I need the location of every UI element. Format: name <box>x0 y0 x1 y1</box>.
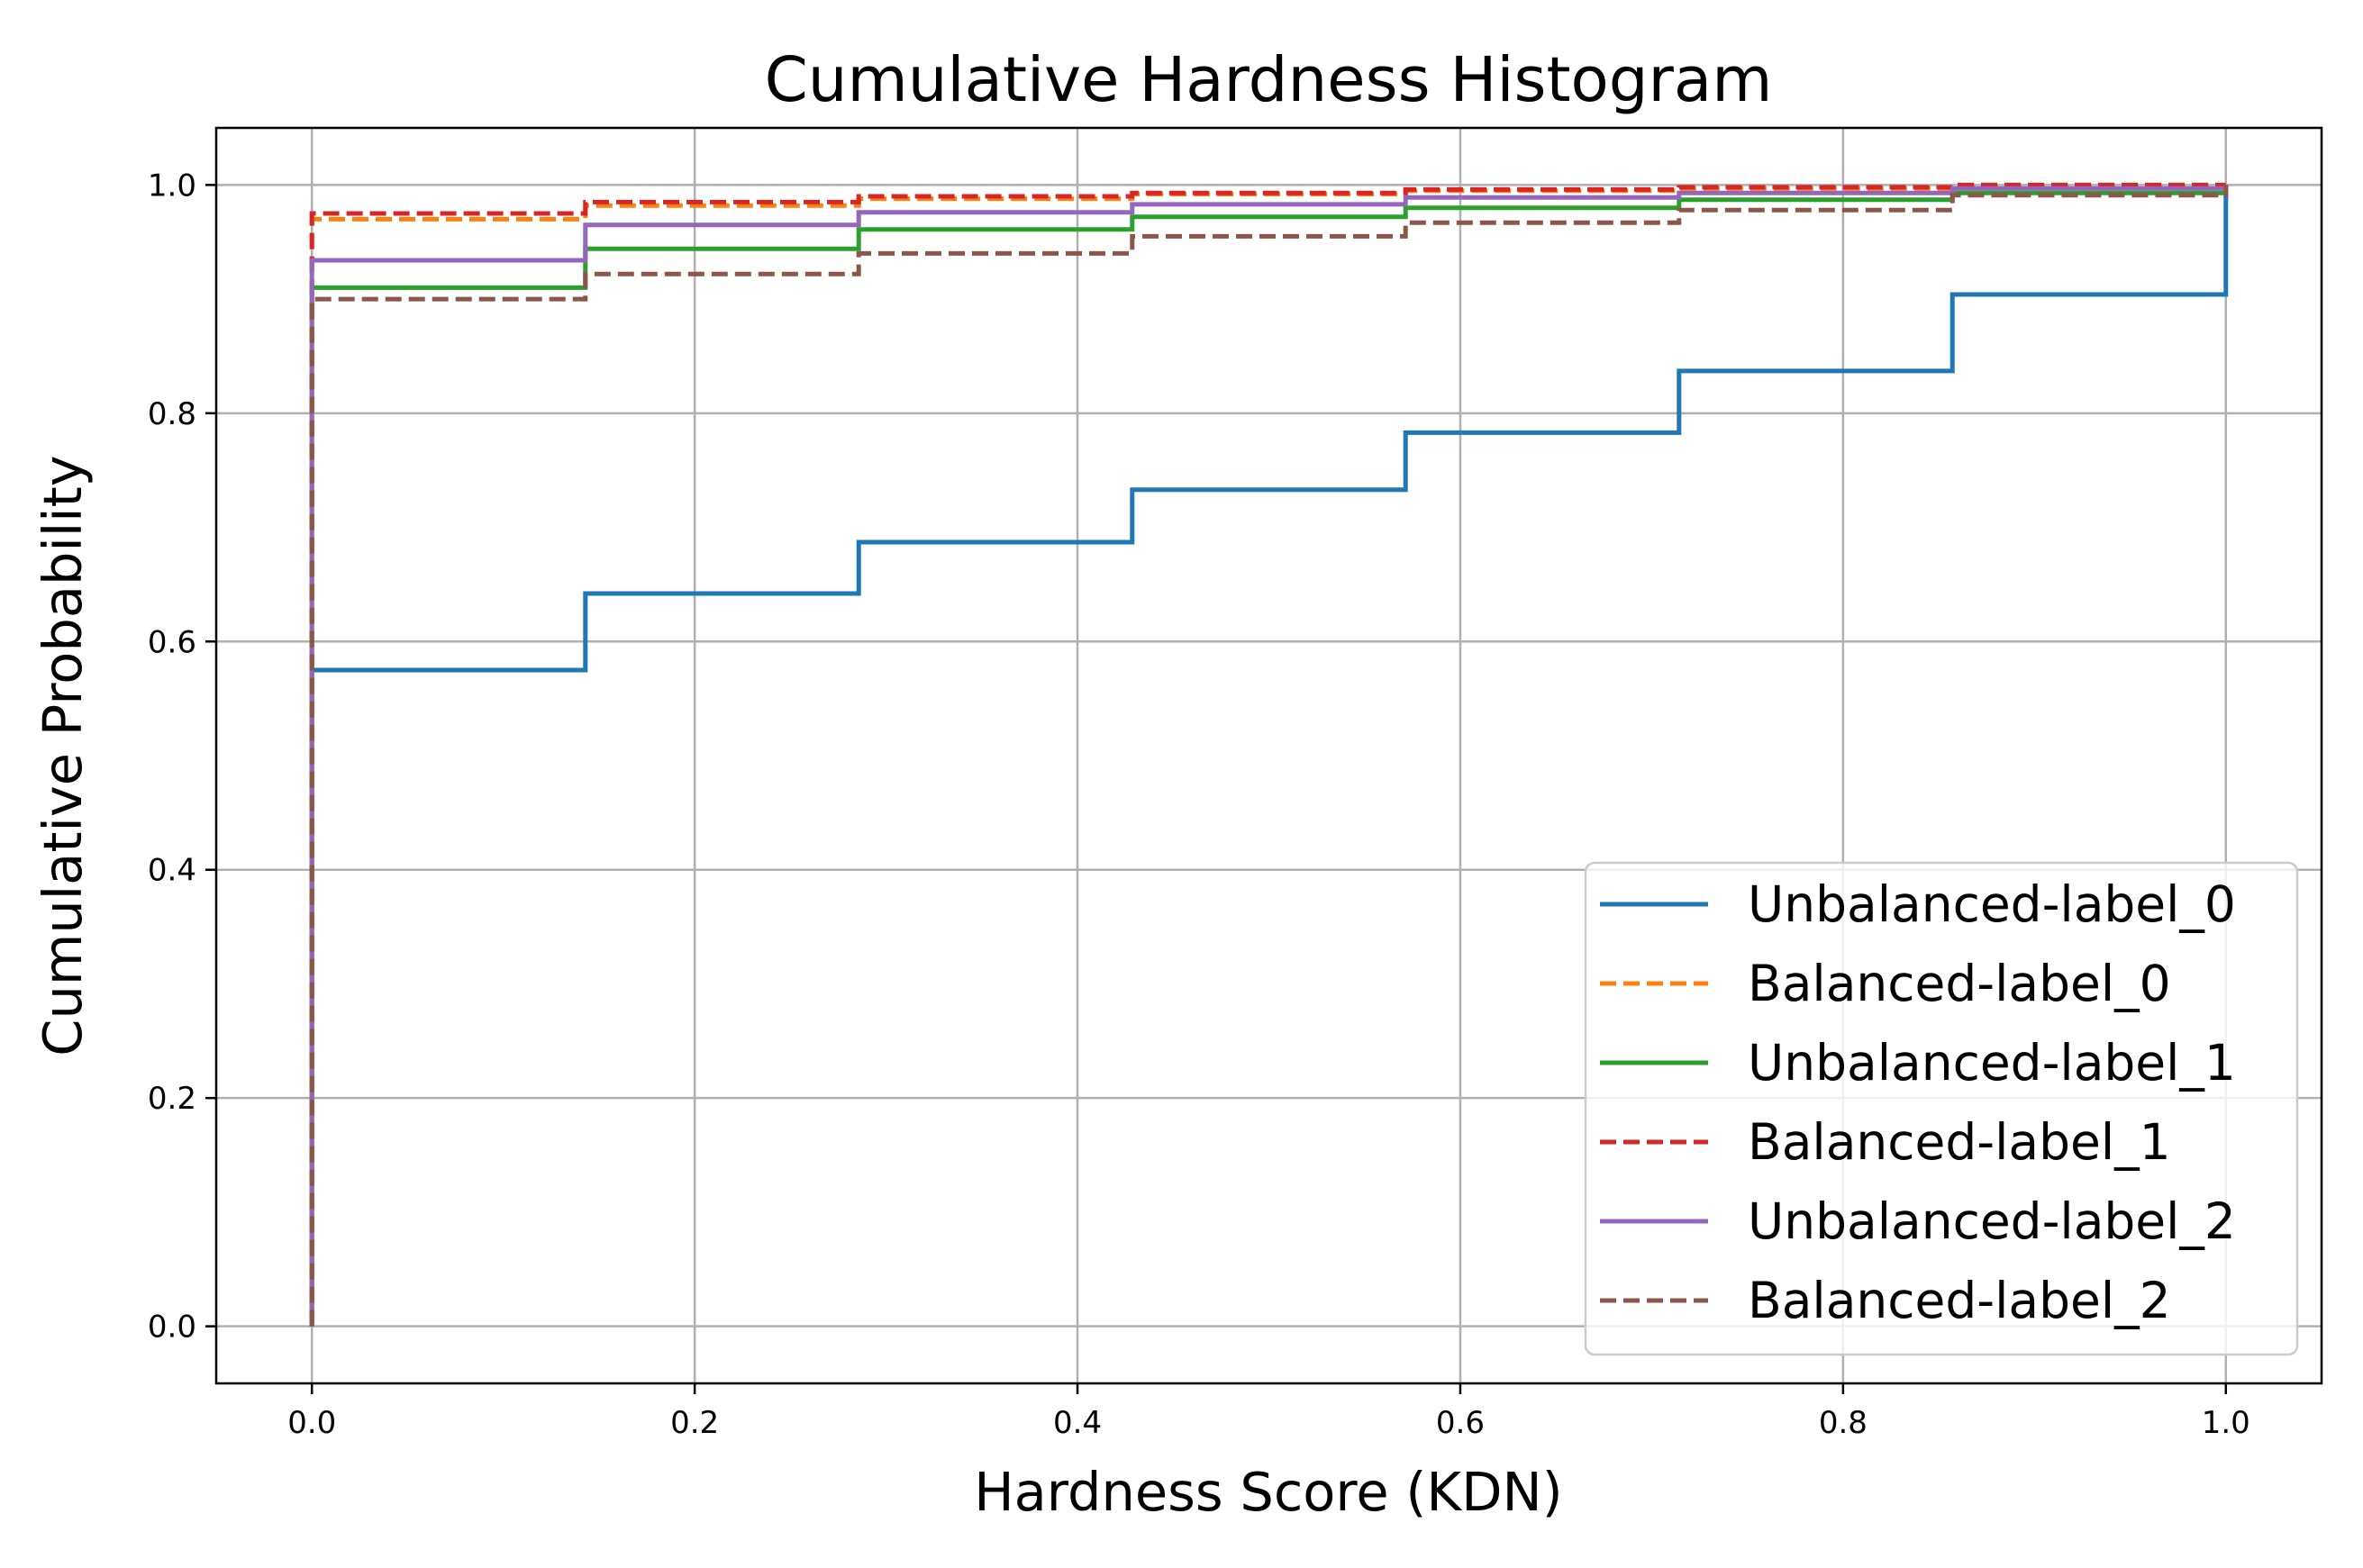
x-tick-label: 0.4 <box>1053 1405 1102 1441</box>
y-tick-label: 0.8 <box>148 396 196 432</box>
legend-label-2: Balanced-label_0 <box>1748 955 2171 1012</box>
legend-label-1: Unbalanced-label_0 <box>1748 875 2236 933</box>
legend-label-3: Unbalanced-label_1 <box>1748 1034 2236 1092</box>
axis-ticks: 0.0 0.2 0.4 0.6 0.8 1.0 0.0 0.2 0.4 0.6 0.8 1.0 <box>148 168 2250 1441</box>
y-tick-label: 0.2 <box>148 1081 196 1117</box>
legend-box <box>1584 861 2299 1356</box>
grid-lines <box>216 128 2322 1383</box>
x-tick-label: 0.8 <box>1819 1405 1868 1441</box>
y-tick-label: 0.0 <box>148 1310 196 1346</box>
x-tick-label: 1.0 <box>2202 1405 2250 1441</box>
series-line-6 <box>309 185 2229 1327</box>
y-axis-label: Cumulative Probability <box>32 455 94 1056</box>
x-axis-label: Hardness Score (KDN) <box>974 1461 1562 1523</box>
series-lines <box>309 182 2229 1327</box>
legend-label-6: Balanced-label_2 <box>1748 1272 2171 1329</box>
x-tick-label: 0.6 <box>1436 1405 1485 1441</box>
y-tick-label: 0.6 <box>148 624 196 660</box>
legend-label-5: Unbalanced-label_2 <box>1748 1192 2236 1250</box>
x-tick-label: 0.0 <box>287 1405 336 1441</box>
y-tick-label: 0.4 <box>148 853 196 889</box>
plot-frame <box>214 126 2323 1385</box>
chart-title: Cumulative Hardness Histogram <box>765 44 1773 116</box>
series-line-1 <box>309 185 2229 1327</box>
y-tick-label: 1.0 <box>148 168 196 204</box>
x-tick-label: 0.2 <box>670 1405 719 1441</box>
legend-label-4: Balanced-label_1 <box>1748 1113 2171 1171</box>
legend: Unbalanced-label_0 Balanced-label_0 Unbala… <box>1584 861 2299 1356</box>
series-line-5 <box>309 185 2229 1327</box>
series-line-4 <box>309 182 2226 1327</box>
